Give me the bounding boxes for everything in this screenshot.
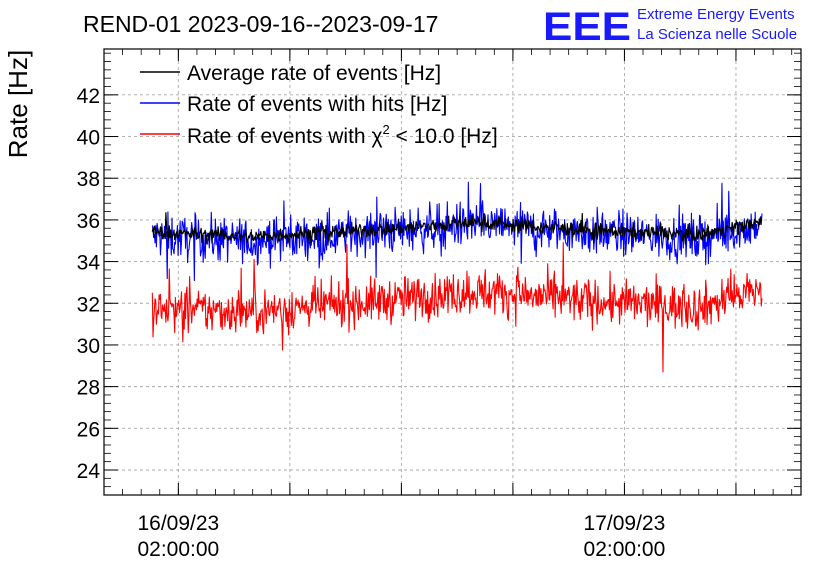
series-layer [151,181,763,373]
legend-chi2-symbol: χ [371,125,382,148]
logo-mark: EEE [543,5,631,49]
y-tick-label: 32 [77,293,100,316]
chart-title: REND-01 2023-09-16--2023-09-17 [83,11,438,37]
series-line-2 [151,242,763,373]
legend-label-average: Average rate of events [Hz] [187,62,441,85]
legend-chi2-superscript: 2 [382,122,389,137]
y-tick-label: 38 [77,168,100,191]
legend-label-hits: Rate of events with hits [Hz] [187,93,447,116]
y-tick-label: 24 [77,460,101,483]
legend-label-chi2: Rate of events with χ2 < 10.0 [Hz] [187,122,498,148]
logo-line-2: La Scienza nelle Scuole [637,26,797,43]
plot-frame [103,48,802,496]
y-axis-label: Rate [Hz] [3,50,33,158]
x-tick-label-date: 17/09/23 [584,512,666,535]
x-tick-label-date: 16/09/23 [137,512,219,535]
y-axis: 24 26 28 30 32 34 36 38 40 42 [77,52,801,496]
x-axis: 16/09/23 02:00:00 17/09/23 02:00:00 [122,49,793,561]
series-line-0 [151,212,763,247]
y-tick-label: 26 [77,418,100,441]
x-tick-label-time: 02:00:00 [584,538,666,561]
legend-chi2-suffix: < 10.0 [Hz] [390,125,498,148]
legend: Average rate of events [Hz] Rate of even… [140,62,498,148]
y-tick-label: 34 [77,252,101,275]
eee-logo: EEE Extreme Energy Events La Scienza nel… [543,5,797,49]
y-tick-label: 28 [77,377,100,400]
y-tick-label: 36 [77,210,100,233]
x-tick-label-time: 02:00:00 [137,538,219,561]
y-tick-label: 30 [77,335,100,358]
y-tick-label: 40 [77,127,100,150]
y-tick-label: 42 [77,85,100,108]
legend-chi2-prefix: Rate of events with [187,125,371,148]
logo-line-1: Extreme Energy Events [637,6,795,23]
